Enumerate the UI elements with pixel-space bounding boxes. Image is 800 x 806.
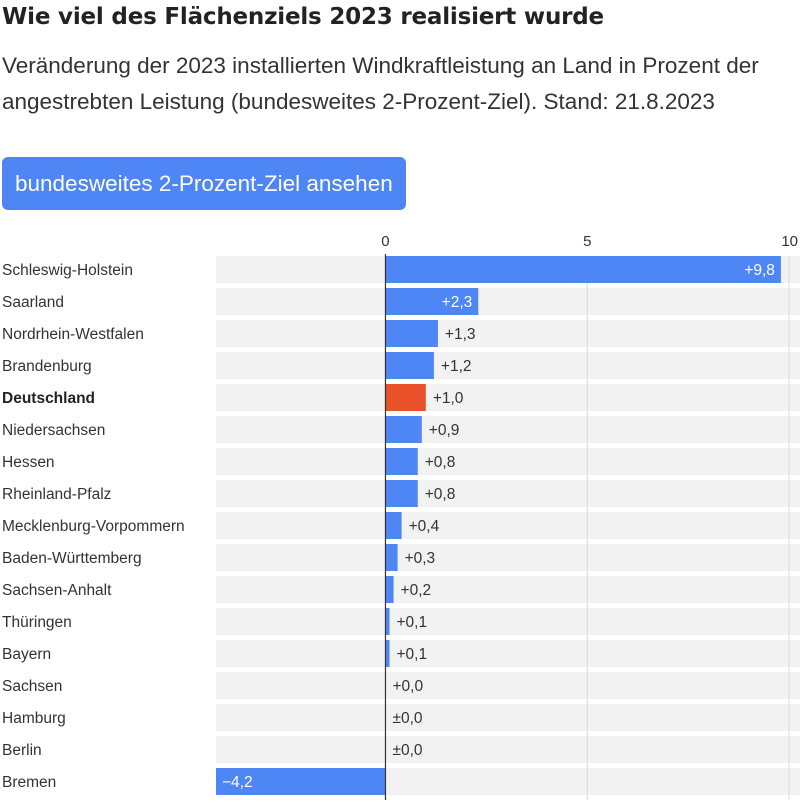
row-background	[216, 448, 800, 475]
category-label: Hessen	[2, 454, 55, 471]
category-label: Deutschland	[2, 390, 95, 407]
row-background	[216, 704, 800, 731]
category-label: Sachsen-Anhalt	[2, 582, 112, 599]
category-label: Saarland	[2, 294, 64, 311]
value-label: +0,2	[401, 582, 432, 599]
value-label: +1,0	[433, 390, 464, 407]
bar	[385, 352, 434, 379]
value-label: +0,8	[425, 454, 456, 471]
category-label: Sachsen	[2, 678, 62, 695]
bar	[385, 576, 394, 603]
x-tick-label: 5	[583, 233, 591, 250]
value-label: +0,8	[425, 486, 456, 503]
category-label: Niedersachsen	[2, 422, 105, 439]
value-label: +1,3	[445, 326, 476, 343]
value-label: +1,2	[441, 358, 472, 375]
category-label: Rheinland-Pfalz	[2, 486, 111, 503]
row-background	[216, 512, 800, 539]
category-label: Mecklenburg-Vorpommern	[2, 518, 185, 535]
row-background	[216, 416, 800, 443]
bar	[385, 448, 418, 475]
x-tick-label: 0	[381, 233, 389, 250]
value-label: +2,3	[442, 294, 473, 311]
value-label: +0,3	[405, 550, 436, 567]
category-label: Nordrhein-Westfalen	[2, 326, 144, 343]
bar	[385, 416, 422, 443]
value-label: +0,1	[397, 614, 428, 631]
row-background	[216, 544, 800, 571]
category-label: Berlin	[2, 742, 42, 759]
show-national-target-button[interactable]: bundesweites 2-Prozent-Ziel ansehen	[2, 157, 406, 210]
x-tick-label: 10	[781, 233, 798, 250]
category-label: Bayern	[2, 646, 51, 663]
row-background	[216, 576, 800, 603]
value-label: −4,2	[222, 774, 253, 791]
row-background	[216, 736, 800, 763]
value-label: +0,0	[392, 678, 423, 695]
bar	[385, 544, 398, 571]
row-background	[216, 288, 800, 315]
bar	[216, 768, 386, 795]
value-label: ±0,0	[392, 742, 422, 759]
bar	[385, 608, 390, 635]
value-label: +0,1	[397, 646, 428, 663]
category-label: Brandenburg	[2, 358, 92, 375]
bar	[385, 480, 418, 507]
bar	[385, 640, 390, 667]
row-background	[216, 384, 800, 411]
bar	[385, 512, 402, 539]
bar	[385, 384, 426, 411]
row-background	[216, 672, 800, 699]
category-label: Bremen	[2, 774, 56, 791]
value-label: ±0,0	[392, 710, 422, 727]
bar	[385, 288, 479, 315]
category-label: Hamburg	[2, 710, 66, 727]
category-label: Schleswig-Holstein	[2, 262, 133, 279]
category-label: Thüringen	[2, 614, 72, 631]
value-label: +9,8	[744, 262, 775, 279]
row-background	[216, 480, 800, 507]
row-background	[216, 608, 800, 635]
value-label: +0,4	[409, 518, 440, 535]
chart-title: Wie viel des Flächenziels 2023 realisier…	[2, 4, 604, 30]
row-background	[216, 352, 800, 379]
bar	[385, 320, 438, 347]
bar	[385, 256, 781, 283]
chart-subtitle: Veränderung der 2023 installierten Windk…	[2, 53, 759, 114]
value-label: +0,9	[429, 422, 460, 439]
category-label: Baden-Württemberg	[2, 550, 142, 567]
row-background	[216, 640, 800, 667]
bar-chart: 0 5 10 Schleswig-Holstein +9,8 Saarland +2,3 No…	[2, 233, 800, 800]
row-background	[216, 320, 800, 347]
